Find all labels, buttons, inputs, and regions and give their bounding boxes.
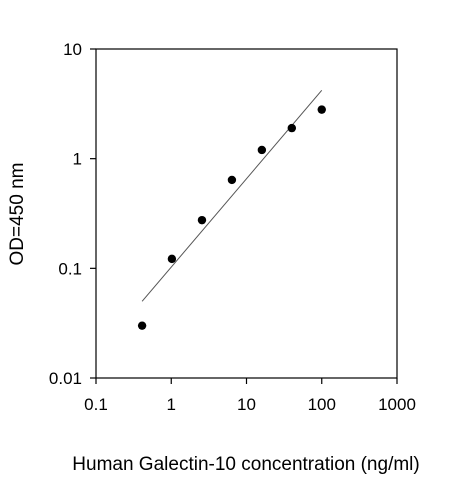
x-axis-title: Human Galectin-10 concentration (ng/ml) bbox=[72, 454, 419, 475]
trendline-group bbox=[141, 89, 323, 302]
data-point bbox=[317, 105, 326, 114]
x-tick-label: 100 bbox=[308, 395, 336, 414]
data-point bbox=[227, 175, 237, 185]
y-tick-label: 10 bbox=[63, 40, 82, 59]
y-tick-label: 0.01 bbox=[49, 369, 82, 388]
y-tick-label: 0.1 bbox=[58, 259, 82, 278]
data-points bbox=[137, 105, 326, 330]
data-point bbox=[137, 321, 147, 330]
data-point bbox=[257, 145, 267, 155]
data-point bbox=[287, 123, 297, 133]
x-tick-label: 1000 bbox=[378, 395, 416, 414]
y-axis-title: OD=450 nm bbox=[7, 163, 28, 266]
x-tick-label: 1 bbox=[167, 395, 176, 414]
y-tick-label: 1 bbox=[73, 150, 82, 169]
data-point bbox=[197, 215, 207, 225]
trendline bbox=[141, 89, 323, 302]
data-point bbox=[167, 254, 177, 264]
x-tick-label: 10 bbox=[237, 395, 256, 414]
x-axis: 0.1 1 10 100 1000 bbox=[84, 378, 416, 414]
y-axis: 0.01 0.1 1 10 bbox=[49, 40, 96, 388]
x-tick-label: 0.1 bbox=[84, 395, 108, 414]
